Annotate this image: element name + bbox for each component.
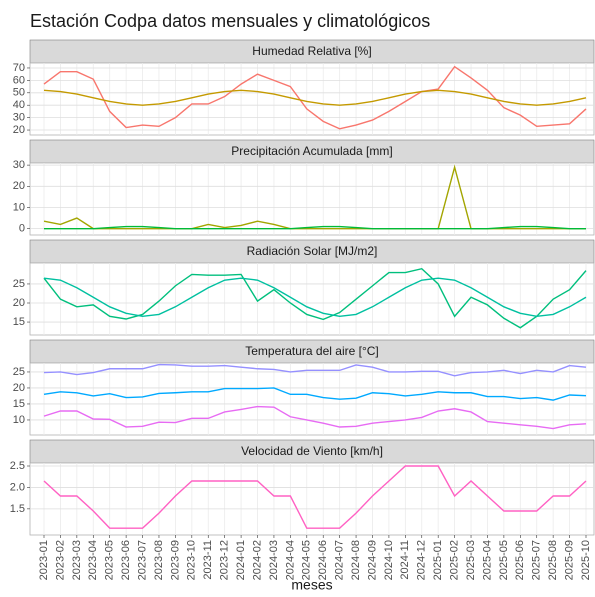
x-tick-label: 2025-07 (531, 540, 543, 580)
y-tick-label: 1.5 (10, 503, 25, 515)
y-tick-label: 0 (19, 223, 25, 235)
y-tick-label: 30 (13, 159, 25, 171)
x-tick-label: 2024-11 (399, 540, 411, 580)
x-tick-label: 2025-08 (547, 540, 559, 580)
strip-label: Radiación Solar [MJ/m2] (247, 244, 378, 258)
x-tick-label: 2025-01 (432, 540, 444, 580)
x-tick-label: 2024-08 (350, 540, 362, 580)
data-line (43, 363, 587, 377)
strip-label: Precipitación Acumulada [mm] (231, 144, 392, 158)
x-axis-label: meses (291, 577, 332, 593)
y-tick-label: 10 (13, 201, 25, 213)
x-tick-label: 2025-09 (563, 540, 575, 580)
y-tick-label: 40 (13, 99, 25, 111)
data-line (43, 405, 587, 430)
x-tick-label: 2025-03 (465, 540, 477, 580)
y-tick-label: 25 (13, 366, 25, 378)
data-line (43, 465, 587, 529)
y-tick-label: 2.5 (10, 460, 25, 472)
data-line (43, 277, 587, 318)
panel (29, 62, 595, 136)
x-tick-label: 2023-11 (202, 540, 214, 580)
x-tick-label: 2023-02 (54, 540, 66, 580)
x-tick-label: 2025-05 (498, 540, 510, 580)
x-tick-label: 2023-06 (120, 540, 132, 580)
x-tick-label: 2023-07 (136, 540, 148, 580)
x-tick-label: 2023-08 (153, 540, 165, 580)
x-tick-label: 2025-06 (514, 540, 526, 580)
panel (29, 162, 595, 236)
panel (29, 262, 595, 336)
y-tick-label: 10 (13, 414, 25, 426)
y-tick-label: 30 (13, 112, 25, 124)
x-tick-label: 2023-09 (169, 540, 181, 580)
data-line (43, 387, 587, 401)
y-tick-label: 50 (13, 87, 25, 99)
strip-label: Velocidad de Viento [km/h] (241, 444, 383, 458)
x-tick-label: 2024-01 (235, 540, 247, 580)
y-tick-label: 25 (13, 278, 25, 290)
y-tick-label: 70 (13, 62, 25, 74)
x-tick-label: 2023-10 (186, 540, 198, 580)
x-tick-label: 2024-04 (284, 540, 296, 580)
y-tick-label: 20 (13, 297, 25, 309)
x-tick-label: 2025-04 (481, 540, 493, 580)
x-tick-label: 2024-10 (383, 540, 395, 580)
strip-label: Humedad Relativa [%] (252, 44, 371, 58)
x-tick-label: 2024-03 (268, 540, 280, 580)
y-tick-label: 2.0 (10, 481, 25, 493)
x-tick-label: 2023-04 (87, 540, 99, 580)
data-line (43, 89, 587, 106)
y-tick-label: 20 (13, 124, 25, 136)
x-tick-label: 2023-12 (219, 540, 231, 580)
x-tick-label: 2025-10 (580, 540, 592, 580)
data-line (43, 267, 587, 329)
x-tick-label: 2023-05 (104, 540, 116, 580)
x-tick-label: 2024-07 (334, 540, 346, 580)
panel (29, 462, 595, 536)
x-tick-label: 2024-09 (366, 540, 378, 580)
x-tick-label: 2024-02 (251, 540, 263, 580)
y-tick-label: 15 (13, 316, 25, 328)
data-line (44, 225, 586, 230)
y-tick-label: 15 (13, 398, 25, 410)
y-tick-label: 20 (13, 180, 25, 192)
x-tick-label: 2024-06 (317, 540, 329, 580)
y-tick-label: 20 (13, 382, 25, 394)
x-tick-label: 2023-03 (71, 540, 83, 580)
x-tick-label: 2024-12 (416, 540, 428, 580)
strip-label: Temperatura del aire [°C] (245, 344, 379, 358)
x-tick-label: 2025-02 (449, 540, 461, 580)
y-tick-label: 60 (13, 74, 25, 86)
x-tick-label: 2024-05 (301, 540, 313, 580)
x-tick-label: 2023-01 (38, 540, 50, 580)
chart-title: Estación Codpa datos mensuales y climato… (30, 11, 430, 31)
